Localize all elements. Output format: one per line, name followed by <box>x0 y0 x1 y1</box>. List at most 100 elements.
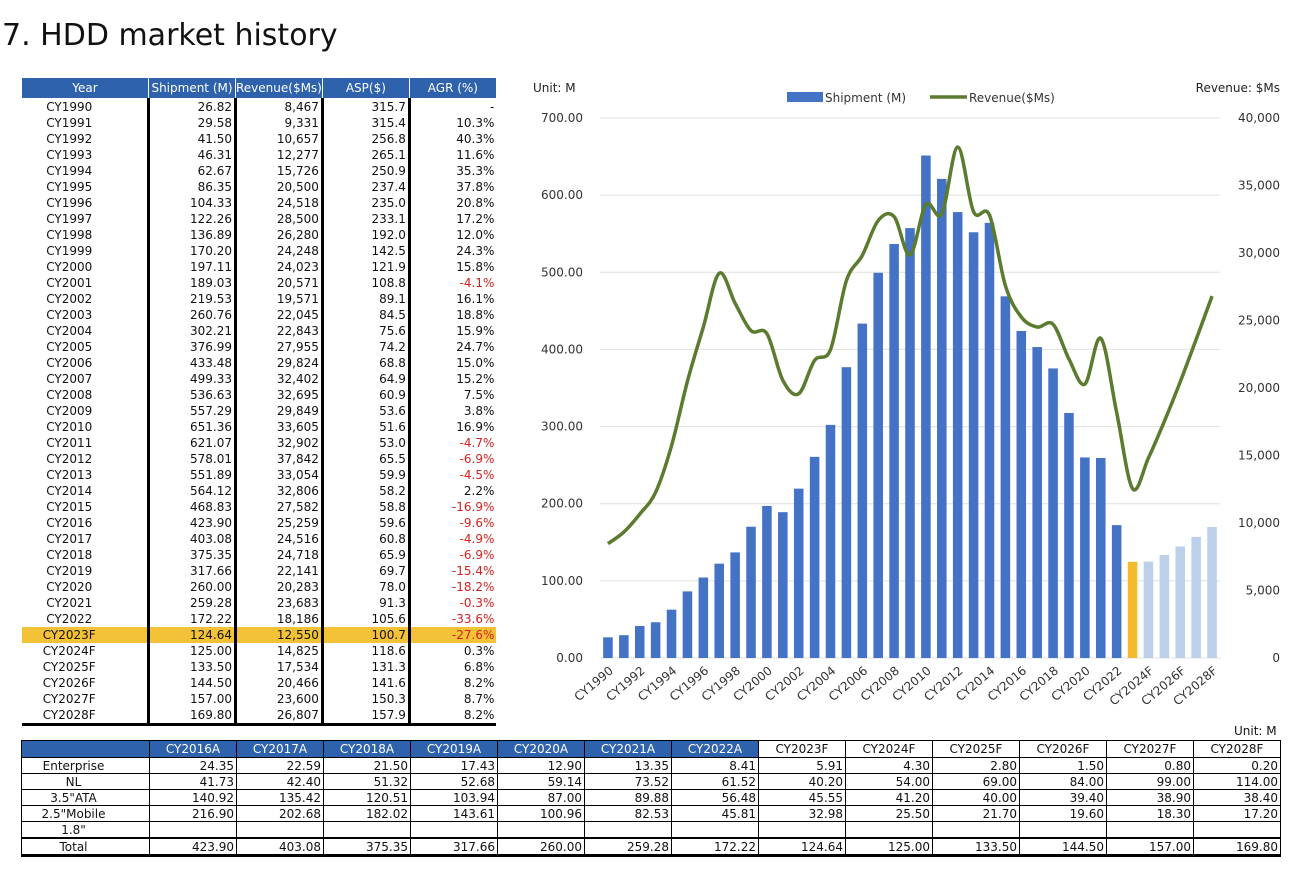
segment-value-cell: 19.60 <box>1019 805 1107 822</box>
segment-value-cell: 39.40 <box>1019 789 1107 806</box>
history-row: CY2007 499.33 32,402 64.9 15.2% <box>22 371 497 387</box>
segment-value-cell: 45.55 <box>758 789 846 806</box>
segment-label-cell: NL <box>21 773 150 790</box>
shipment-bar <box>1096 457 1106 658</box>
segment-value-cell: 103.94 <box>410 789 498 806</box>
segment-value-cell: 41.20 <box>845 789 933 806</box>
history-value-cell: 121.9 <box>320 259 410 275</box>
history-value-cell: 2.2% <box>407 483 497 499</box>
shipment-bar <box>1191 536 1201 658</box>
history-value-cell: 29.58 <box>147 115 236 131</box>
shipment-bar <box>746 526 756 658</box>
segment-value-cell: 40.20 <box>758 773 846 790</box>
history-value-cell: 62.67 <box>147 163 236 179</box>
history-col-header: Shipment (M) <box>148 77 236 99</box>
segment-value-cell: 21.50 <box>323 757 411 774</box>
history-value-cell: 59.6 <box>320 515 410 531</box>
history-value-cell: 423.90 <box>147 515 236 531</box>
history-value-cell: -4.7% <box>407 435 497 451</box>
left-axis-tick-label: 0.00 <box>556 651 583 665</box>
history-value-cell: 105.6 <box>320 611 410 627</box>
left-axis-unit: Unit: M <box>533 81 576 95</box>
history-year-cell: CY1997 <box>46 211 93 226</box>
segment-value-cell: 61.52 <box>671 773 759 790</box>
history-row: CY2019 317.66 22,141 69.7 -15.4% <box>22 563 497 579</box>
left-axis-tick-label: 300.00 <box>541 420 583 434</box>
history-row: CY2024F 125.00 14,825 118.6 0.3% <box>22 643 497 659</box>
segment-value-cell: 45.81 <box>671 805 759 822</box>
segment-col-header: CY2026F <box>1019 740 1107 758</box>
history-row: CY2004 302.21 22,843 75.6 15.9% <box>22 323 497 339</box>
history-row: CY2018 375.35 24,718 65.9 -6.9% <box>22 547 497 563</box>
history-row: CY2028F 169.80 26,807 157.9 8.2% <box>21 707 497 726</box>
segment-value-cell: 38.40 <box>1193 789 1281 806</box>
history-value-cell: 0.3% <box>407 643 497 659</box>
history-value-cell: 29,849 <box>234 403 323 419</box>
history-year-cell: CY2006 <box>46 355 93 370</box>
history-value-cell: 12,277 <box>234 147 323 163</box>
history-value-cell: 60.8 <box>320 531 410 547</box>
history-value-cell: 18,186 <box>234 611 323 627</box>
history-value-cell: 20,283 <box>234 579 323 595</box>
segment-value-cell: 144.50 <box>1019 837 1107 857</box>
segment-value-cell: 82.53 <box>584 805 672 822</box>
history-value-cell: 315.7 <box>320 98 410 115</box>
history-value-cell: 24,023 <box>234 259 323 275</box>
history-value-cell: -4.9% <box>407 531 497 547</box>
left-axis-tick-label: 400.00 <box>541 342 583 356</box>
shipment-bar <box>952 212 963 658</box>
history-value-cell: 468.83 <box>147 499 236 515</box>
history-value-cell: 157.00 <box>147 691 236 707</box>
segment-value-cell: 0.80 <box>1106 757 1194 774</box>
right-axis-tick-label: 20,000 <box>1238 381 1280 395</box>
history-year-cell: CY2024F <box>42 643 96 658</box>
history-value-cell: 15,726 <box>234 163 323 179</box>
history-year-cell: CY2011 <box>46 435 93 450</box>
shipment-bar <box>921 155 931 658</box>
shipment-bar <box>1032 347 1042 658</box>
history-row: CY1999 170.20 24,248 142.5 24.3% <box>22 243 497 259</box>
history-value-cell: 20,500 <box>234 179 323 195</box>
history-value-cell: 53.0 <box>320 435 410 451</box>
history-value-cell: 256.8 <box>320 131 410 147</box>
segment-value-cell: 51.32 <box>323 773 411 790</box>
history-value-cell: 91.3 <box>320 595 410 611</box>
history-row: CY2016 423.90 25,259 59.6 -9.6% <box>22 515 497 531</box>
history-year-cell: CY2012 <box>46 451 93 466</box>
history-row: CY2012 578.01 37,842 65.5 -6.9% <box>22 451 497 467</box>
history-value-cell: 32,695 <box>234 387 323 403</box>
history-year-cell: CY2014 <box>46 483 93 498</box>
history-value-cell: - <box>407 98 497 115</box>
left-axis-tick-label: 600.00 <box>541 188 583 202</box>
history-value-cell: 8.7% <box>407 691 497 707</box>
history-year-cell: CY2016 <box>46 515 93 530</box>
history-value-cell: 170.20 <box>147 243 236 259</box>
segment-value-cell: 84.00 <box>1019 773 1107 790</box>
history-value-cell: 46.31 <box>147 147 236 163</box>
segment-value-cell: 8.41 <box>671 757 759 774</box>
history-value-cell: -33.6% <box>407 611 497 627</box>
shipment-bar <box>1127 561 1138 658</box>
history-value-cell: 100.7 <box>320 627 410 643</box>
segment-value-cell: 52.68 <box>410 773 498 790</box>
history-value-cell: 564.12 <box>147 483 236 499</box>
segment-col-header: CY2022A <box>671 740 759 758</box>
segment-col-header: CY2020A <box>497 740 585 758</box>
segment-col-header <box>21 740 150 758</box>
left-axis-tick-label: 500.00 <box>541 265 583 279</box>
history-value-cell: 58.8 <box>320 499 410 515</box>
shipment-bar <box>619 635 629 658</box>
segment-value-cell: 24.35 <box>149 757 237 774</box>
history-row: CY2005 376.99 27,955 74.2 24.7% <box>22 339 497 355</box>
segment-table: CY2016A CY2017A CY2018A CY2019A CY2020A CY202… <box>21 740 1281 857</box>
history-year-cell: CY2028F <box>21 707 149 726</box>
history-value-cell: 15.8% <box>407 259 497 275</box>
history-year-cell: CY2027F <box>42 691 96 706</box>
history-value-cell: 37.8% <box>407 179 497 195</box>
history-row: CY2020 260.00 20,283 78.0 -18.2% <box>22 579 497 595</box>
segment-value-cell: 13.35 <box>584 757 672 774</box>
segment-table-header: CY2016A CY2017A CY2018A CY2019A CY2020A CY202… <box>21 740 1281 758</box>
history-value-cell: 24.3% <box>407 243 497 259</box>
history-row: CY1990 26.82 8,467 315.7- <box>22 98 497 115</box>
shipment-bar <box>682 591 693 658</box>
